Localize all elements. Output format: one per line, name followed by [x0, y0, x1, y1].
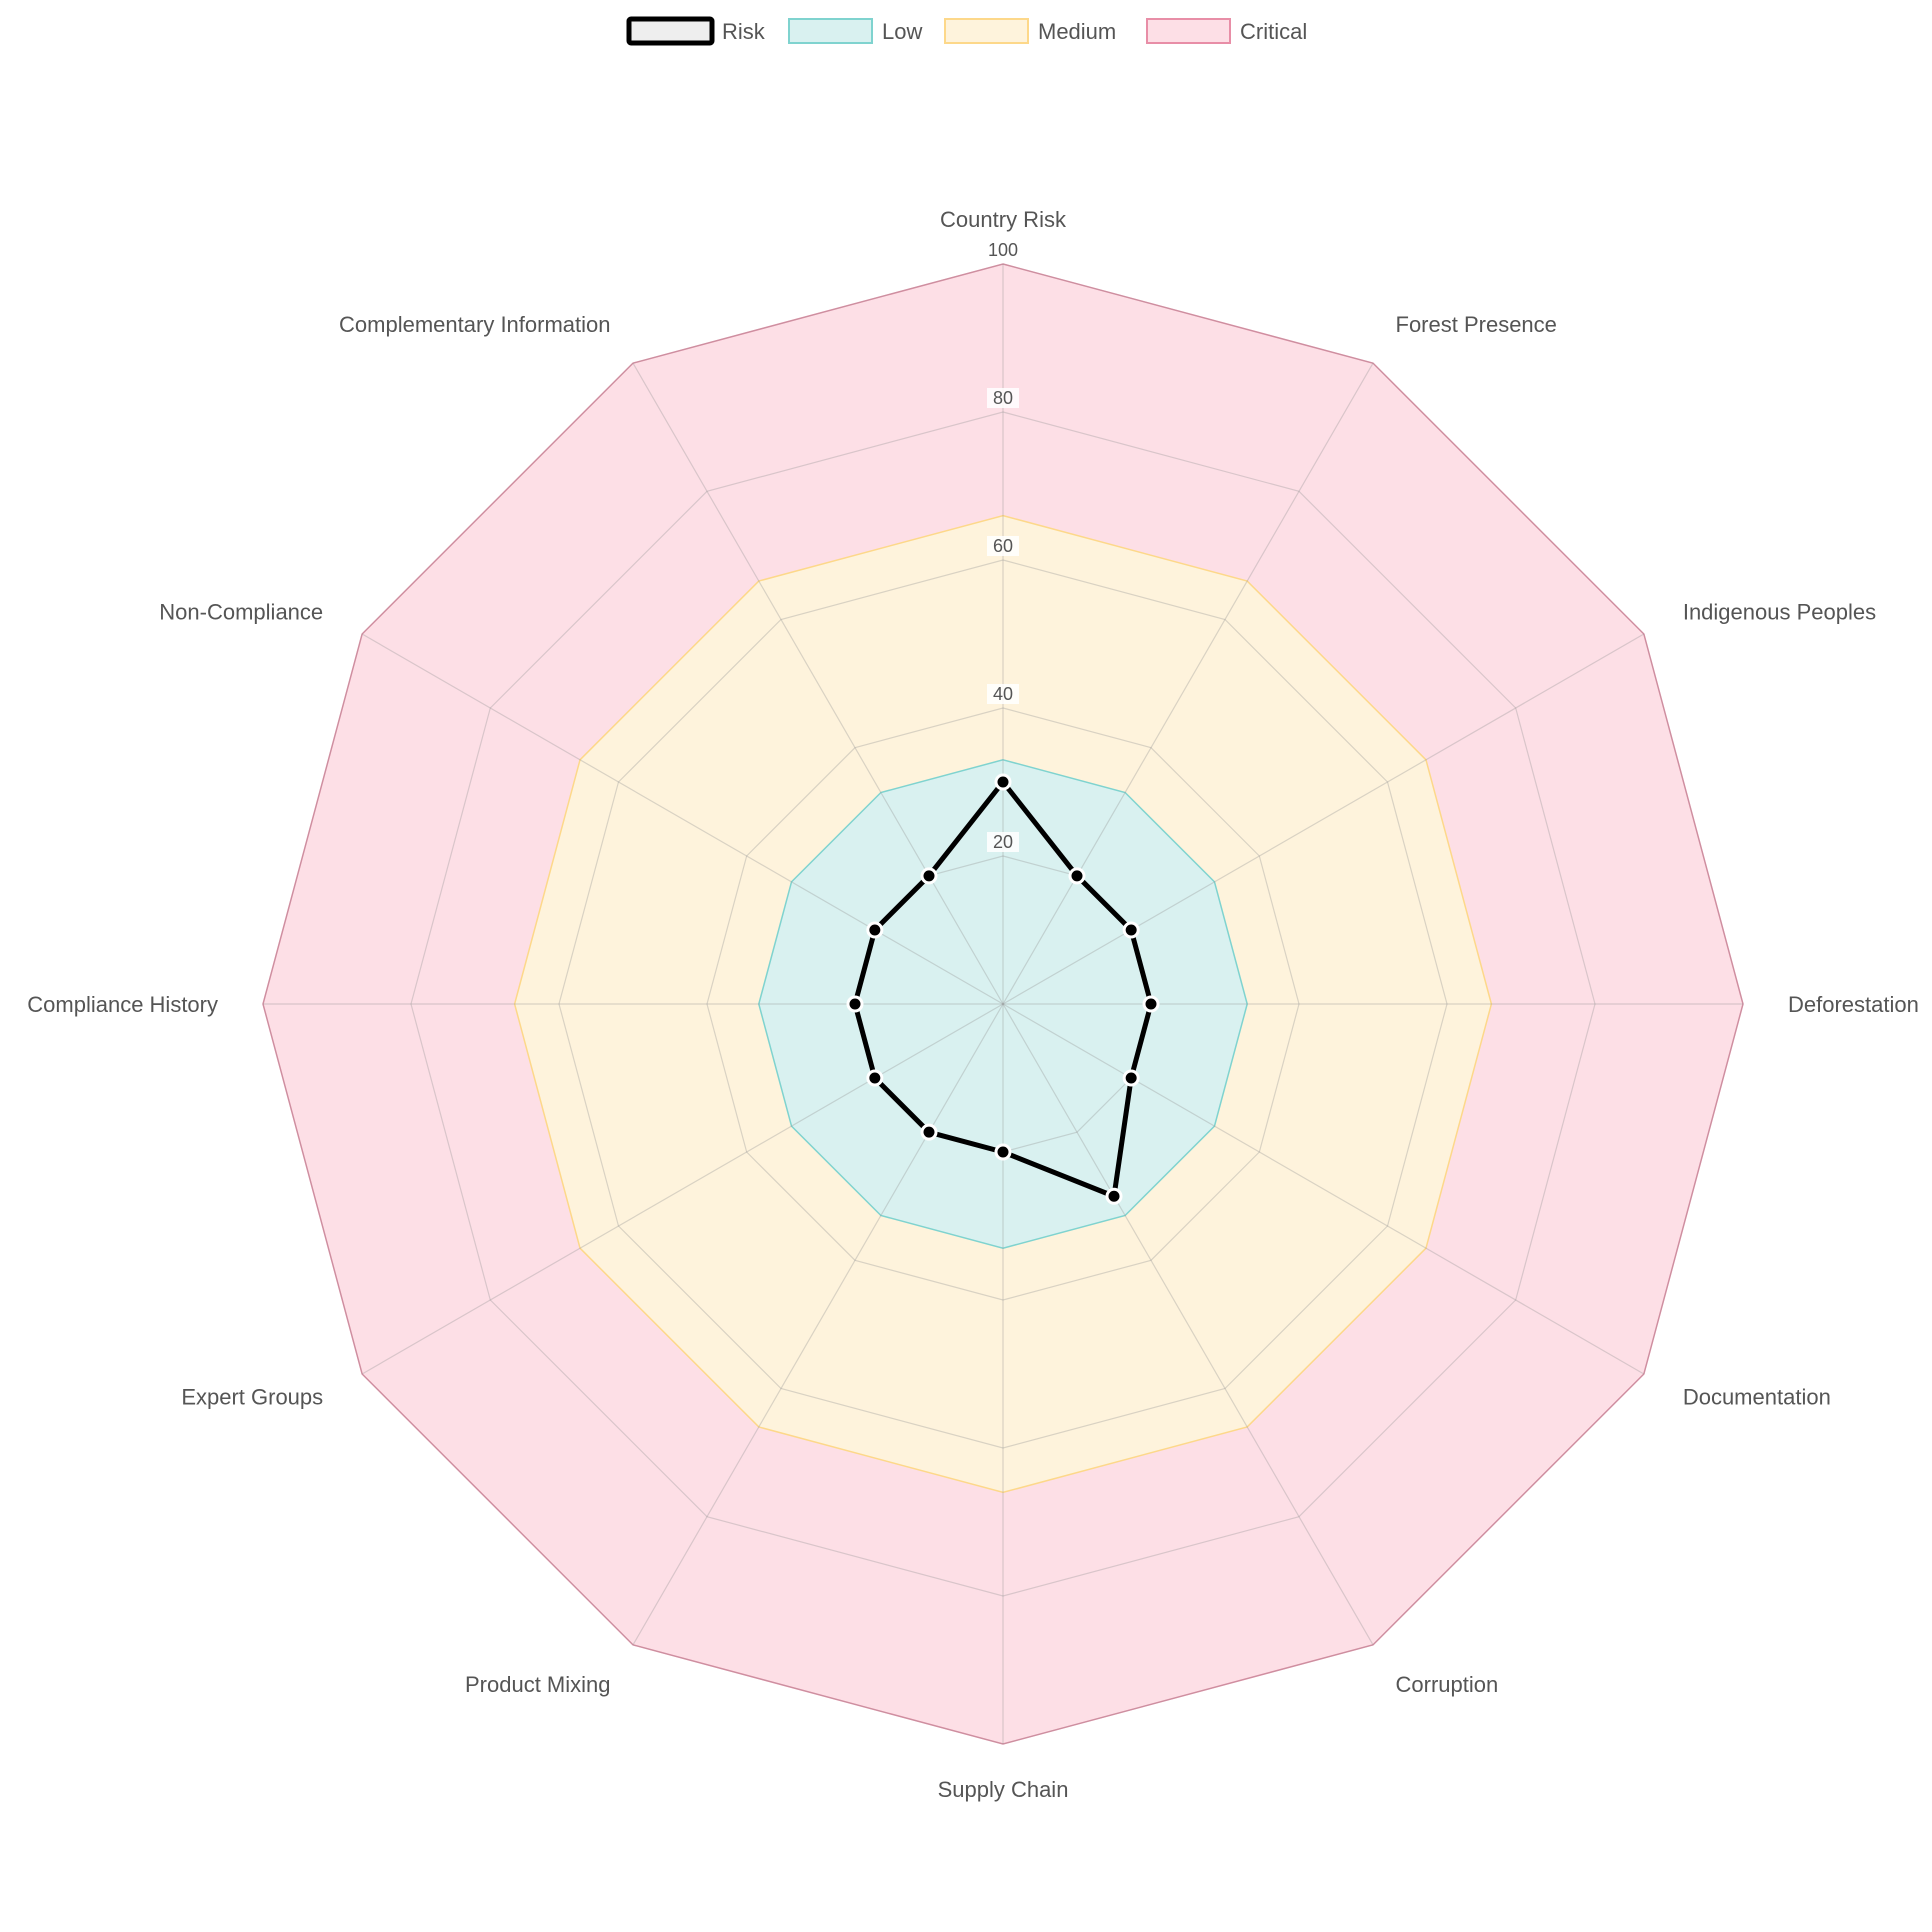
legend: Risk Low Medium Critical: [626, 16, 1307, 46]
axis-label: Deforestation: [1788, 992, 1919, 1017]
tick-label: 40: [993, 684, 1013, 704]
axis-label: Indigenous Peoples: [1683, 600, 1876, 625]
data-point[interactable]: [920, 1123, 938, 1141]
grid-spoke: [361, 1003, 1004, 1375]
axis-label: Compliance History: [27, 992, 218, 1017]
grid-spoke: [632, 362, 1004, 1005]
tick-bg: [987, 684, 1019, 704]
axis-label: Supply Chain: [938, 1777, 1069, 1802]
axis-label: Corruption: [1396, 1672, 1499, 1697]
legend-label-low: Low: [882, 19, 922, 44]
legend-item-critical[interactable]: Critical: [1146, 18, 1307, 44]
data-point[interactable]: [866, 921, 884, 939]
axis-label: Expert Groups: [181, 1385, 323, 1410]
legend-item-low[interactable]: Low: [788, 18, 922, 44]
grid: [262, 263, 1744, 1745]
legend-swatch-medium: [944, 18, 1029, 44]
data-point[interactable]: [1105, 1187, 1123, 1205]
tick: 100: [987, 240, 1019, 260]
grid-ring: [558, 559, 1448, 1449]
grid-spoke: [361, 633, 1004, 1005]
risk-series: [846, 773, 1160, 1205]
tick-label: 60: [993, 536, 1013, 556]
legend-label-medium: Medium: [1038, 19, 1116, 44]
tick: 20: [987, 832, 1019, 852]
risk-bands: [262, 263, 1744, 1745]
tick-bg: [987, 388, 1019, 408]
grid-spoke: [632, 1003, 1004, 1646]
axis-label: Non-Compliance: [159, 600, 323, 625]
data-point[interactable]: [846, 995, 864, 1013]
axis-labels: Country Risk Forest Presence Indigenous Pe…: [27, 207, 1919, 1802]
axis-label: Complementary Information: [339, 312, 610, 337]
grid-spoke: [1002, 362, 1374, 1005]
legend-label-risk: Risk: [722, 19, 766, 44]
axis-label: Product Mixing: [465, 1672, 611, 1697]
tick-label: 80: [993, 388, 1013, 408]
axis-label: Forest Presence: [1396, 312, 1557, 337]
grid-ring: [706, 707, 1300, 1301]
legend-swatch-critical: [1146, 18, 1231, 44]
grid-ring: [410, 411, 1596, 1597]
axis-label: Country Risk: [940, 207, 1067, 232]
data-point[interactable]: [1068, 867, 1086, 885]
legend-label-critical: Critical: [1240, 19, 1307, 44]
legend-swatch-risk: [626, 16, 715, 46]
radial-ticks: 20 40 60 80 100: [987, 240, 1019, 852]
tick-bg: [987, 832, 1019, 852]
axis-label: Documentation: [1683, 1385, 1831, 1410]
data-point[interactable]: [994, 1143, 1012, 1161]
legend-item-medium[interactable]: Medium: [944, 18, 1116, 44]
tick-bg: [987, 240, 1019, 260]
tick-label: 100: [988, 240, 1018, 260]
tick-bg: [987, 536, 1019, 556]
grid-spoke: [1002, 1003, 1645, 1375]
data-point[interactable]: [920, 867, 938, 885]
tick-label: 20: [993, 832, 1013, 852]
tick: 40: [987, 684, 1019, 704]
tick: 60: [987, 536, 1019, 556]
data-point[interactable]: [1142, 995, 1160, 1013]
grid-ring: [262, 263, 1744, 1745]
tick: 80: [987, 388, 1019, 408]
data-point[interactable]: [1122, 921, 1140, 939]
grid-spoke: [1002, 633, 1645, 1005]
legend-item-risk[interactable]: Risk: [626, 16, 766, 46]
legend-swatch-low: [788, 18, 873, 44]
grid-spoke: [1002, 1003, 1374, 1646]
data-point[interactable]: [866, 1069, 884, 1087]
data-point[interactable]: [1122, 1069, 1140, 1087]
data-point[interactable]: [994, 773, 1012, 791]
